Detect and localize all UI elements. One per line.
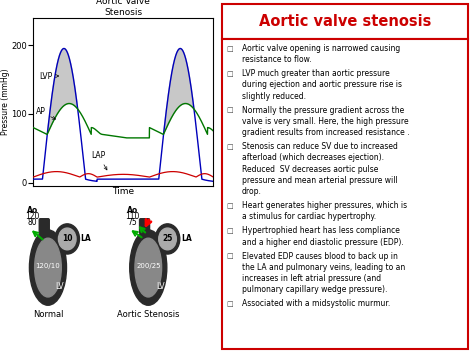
Text: LA: LA	[181, 234, 191, 244]
Y-axis label: Pressure (mmHg): Pressure (mmHg)	[1, 68, 10, 135]
Circle shape	[159, 228, 176, 250]
Text: 25: 25	[163, 234, 173, 244]
Circle shape	[58, 228, 76, 250]
Text: 110: 110	[126, 212, 140, 221]
Text: drop.: drop.	[241, 187, 261, 196]
Text: LV: LV	[55, 282, 64, 291]
Text: □: □	[227, 253, 233, 259]
Text: LVP: LVP	[39, 72, 59, 80]
Text: Aortic valve opening is narrowed causing: Aortic valve opening is narrowed causing	[241, 44, 400, 53]
Text: AP: AP	[36, 107, 55, 119]
Text: LA: LA	[81, 234, 91, 244]
Title: Aortic Valve
Stenosis: Aortic Valve Stenosis	[96, 0, 150, 17]
Text: 200/25: 200/25	[136, 263, 161, 269]
Text: □: □	[227, 107, 233, 113]
Text: □: □	[227, 71, 233, 77]
Text: increases in left atrial pressure (and: increases in left atrial pressure (and	[241, 274, 381, 283]
Text: afterload (which decreases ejection).: afterload (which decreases ejection).	[241, 153, 383, 163]
X-axis label: Time: Time	[112, 187, 134, 197]
Text: and a higher end diastolic pressure (EDP).: and a higher end diastolic pressure (EDP…	[241, 238, 403, 247]
Ellipse shape	[135, 238, 162, 297]
Circle shape	[155, 224, 180, 254]
Text: Ao: Ao	[127, 206, 138, 215]
Text: Aortic valve stenosis: Aortic valve stenosis	[259, 14, 431, 28]
Text: □: □	[227, 301, 233, 307]
Text: 75: 75	[128, 218, 137, 227]
Text: Elevated EDP causes blood to back up in: Elevated EDP causes blood to back up in	[241, 252, 397, 261]
Text: □: □	[227, 46, 233, 52]
Text: during ejection and aortic pressure rise is: during ejection and aortic pressure rise…	[241, 80, 401, 90]
Text: 80: 80	[27, 218, 37, 227]
Text: Ao: Ao	[27, 206, 38, 215]
Text: a stimulus for cardiac hypertrophy.: a stimulus for cardiac hypertrophy.	[241, 212, 375, 221]
Text: 120/10: 120/10	[36, 263, 60, 269]
Text: Stenosis can reduce SV due to increased: Stenosis can reduce SV due to increased	[241, 142, 397, 151]
Text: slightly reduced.: slightly reduced.	[241, 92, 306, 101]
Text: the LA and pulmonary veins, leading to an: the LA and pulmonary veins, leading to a…	[241, 263, 405, 272]
Text: LAP: LAP	[91, 151, 107, 170]
Text: Normal: Normal	[33, 310, 63, 319]
Text: Heart generates higher pressures, which is: Heart generates higher pressures, which …	[241, 201, 407, 210]
Text: Aortic Stenosis: Aortic Stenosis	[117, 310, 180, 319]
Text: LV: LV	[156, 282, 164, 291]
FancyBboxPatch shape	[222, 4, 467, 39]
Ellipse shape	[35, 238, 61, 297]
Circle shape	[55, 224, 80, 254]
Text: Reduced  SV decreases aortic pulse: Reduced SV decreases aortic pulse	[241, 165, 378, 174]
Text: valve is very small. Here, the high pressure: valve is very small. Here, the high pres…	[241, 117, 408, 126]
FancyBboxPatch shape	[139, 219, 150, 233]
Text: resistance to flow.: resistance to flow.	[241, 55, 311, 64]
Text: 120: 120	[25, 212, 39, 221]
Text: □: □	[227, 228, 233, 234]
Text: Associated with a midsystolic murmur.: Associated with a midsystolic murmur.	[241, 299, 390, 309]
Text: pulmonary capillary wedge pressure).: pulmonary capillary wedge pressure).	[241, 285, 387, 294]
Text: □: □	[227, 203, 233, 209]
Text: LVP much greater than aortic pressure: LVP much greater than aortic pressure	[241, 69, 389, 78]
FancyBboxPatch shape	[39, 219, 49, 233]
FancyBboxPatch shape	[222, 39, 467, 349]
Ellipse shape	[29, 230, 66, 305]
Text: □: □	[227, 144, 233, 150]
Text: Normally the pressure gradient across the: Normally the pressure gradient across th…	[241, 106, 404, 115]
Ellipse shape	[130, 230, 167, 305]
Text: 10: 10	[62, 234, 73, 244]
Text: Hypertrophied heart has less compliance: Hypertrophied heart has less compliance	[241, 226, 400, 236]
Text: gradient results from increased resistance .: gradient results from increased resistan…	[241, 128, 409, 137]
Text: pressure and mean arterial pressure will: pressure and mean arterial pressure will	[241, 176, 397, 185]
